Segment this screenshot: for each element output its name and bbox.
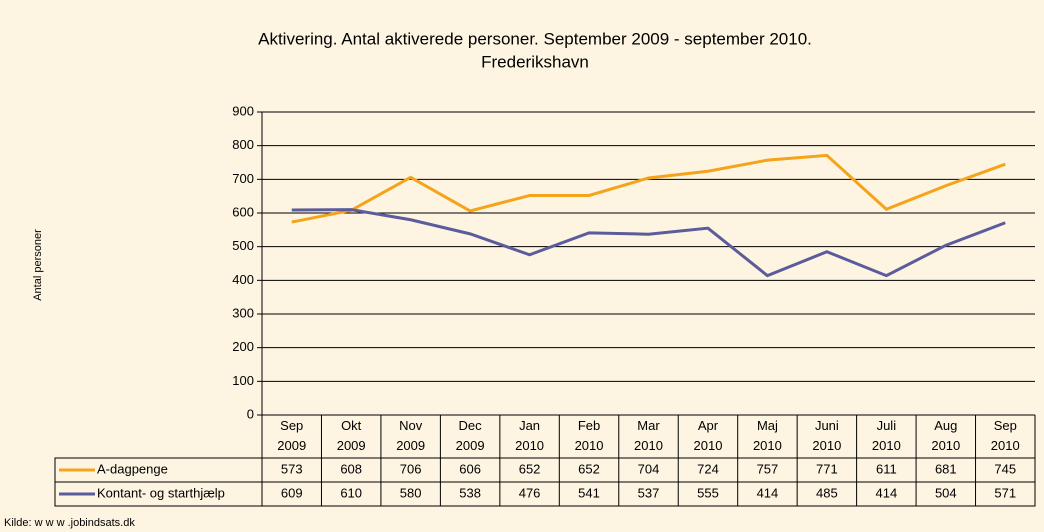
table-value: 610 <box>340 485 362 500</box>
table-value: 414 <box>875 485 897 500</box>
y-tick-label: 800 <box>232 137 254 152</box>
table-value: 608 <box>340 461 362 476</box>
y-tick-label: 300 <box>232 305 254 320</box>
table-value: 541 <box>578 485 600 500</box>
table-value: 476 <box>519 485 541 500</box>
table-value: 504 <box>935 485 957 500</box>
table-value: 609 <box>281 485 303 500</box>
source: Kilde: w w w .jobindsats.dk <box>4 517 135 529</box>
table-value: 537 <box>638 485 660 500</box>
x-tick-label: Mar 2010 <box>634 418 663 453</box>
y-tick-label: 0 <box>247 406 254 421</box>
x-tick-label: Sep 2010 <box>991 418 1020 453</box>
x-tick-label: Aug 2010 <box>931 418 960 453</box>
table-value: 652 <box>578 461 600 476</box>
table-value: 706 <box>400 461 422 476</box>
table-value: 485 <box>816 485 838 500</box>
table-value: 611 <box>876 461 897 476</box>
table-value: 704 <box>638 461 660 476</box>
legend-label: Kontant- og starthjælp <box>97 485 225 500</box>
x-tick-label: Nov 2009 <box>396 418 425 453</box>
table-value: 573 <box>281 461 303 476</box>
table-value: 555 <box>697 485 719 500</box>
y-tick-label: 900 <box>232 103 254 118</box>
x-tick-label: Sep 2009 <box>277 418 306 453</box>
table-value: 771 <box>816 461 838 476</box>
table-value: 606 <box>459 461 481 476</box>
y-tick-label: 500 <box>232 238 254 253</box>
x-tick-label: Okt 2009 <box>337 418 366 453</box>
table-value: 580 <box>400 485 422 500</box>
x-tick-label: Juli 2010 <box>872 418 901 453</box>
table-value: 571 <box>994 485 1016 500</box>
x-tick-label: Maj 2010 <box>753 418 782 453</box>
table-value: 538 <box>459 485 481 500</box>
y-tick-label: 600 <box>232 204 254 219</box>
y-tick-label: 400 <box>232 272 254 287</box>
x-tick-label: Apr 2010 <box>694 418 723 453</box>
chart-subtitle: Frederikshavn <box>481 52 589 71</box>
line <box>291 153 1006 224</box>
x-tick-label: Juni 2010 <box>812 418 841 453</box>
line <box>291 208 1006 278</box>
table-value: 745 <box>994 461 1016 476</box>
table-value: 757 <box>757 461 779 476</box>
y-tick-label: 200 <box>232 339 254 354</box>
table-value: 681 <box>935 461 957 476</box>
x-tick-label: Feb 2010 <box>575 418 604 453</box>
y-tick-label: 700 <box>232 171 254 186</box>
y-axis-label: Antal personer <box>32 229 44 301</box>
x-tick-label: Jan 2010 <box>515 418 544 453</box>
chart-title: Aktivering. Antal aktiverede personer. S… <box>258 29 812 48</box>
table-value: 652 <box>519 461 541 476</box>
x-tick-label: Dec 2009 <box>456 418 485 453</box>
legend-label: A-dagpenge <box>97 461 168 476</box>
table-value: 414 <box>757 485 779 500</box>
y-tick-label: 100 <box>232 373 254 388</box>
table-value: 724 <box>697 461 719 476</box>
